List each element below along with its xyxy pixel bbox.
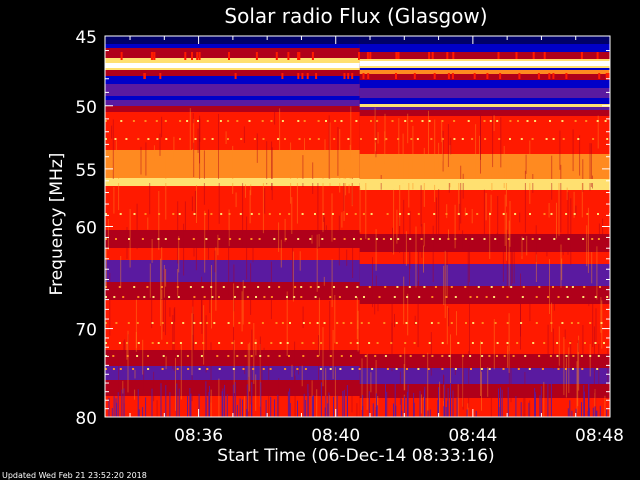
y-tick-label: 45 <box>75 28 97 48</box>
y-tick-label: 50 <box>75 98 97 118</box>
y-axis-ticks: 45 50 55 60 70 80 <box>75 28 610 429</box>
y-tick-label: 55 <box>75 161 97 181</box>
y-tick-label: 60 <box>75 219 97 239</box>
y-axis-label: Frequency [MHz] <box>47 153 67 296</box>
y-tick-label: 80 <box>75 409 97 429</box>
x-tick-label: 08:44 <box>448 426 497 446</box>
footer-updated-text: Updated Wed Feb 21 23:52:20 2018 <box>2 471 147 480</box>
y-tick-label: 70 <box>75 321 97 341</box>
x-tick-label: 08:36 <box>174 426 223 446</box>
spectrogram-plot <box>105 36 610 417</box>
x-tick-label: 08:40 <box>311 426 360 446</box>
x-axis-label: Start Time (06-Dec-14 08:33:16) <box>217 446 494 466</box>
x-axis-ticks: 08:36 08:40 08:44 08:48 <box>129 36 624 446</box>
chart-title: Solar radio Flux (Glasgow) <box>224 4 487 28</box>
x-tick-label: 08:48 <box>575 426 624 446</box>
